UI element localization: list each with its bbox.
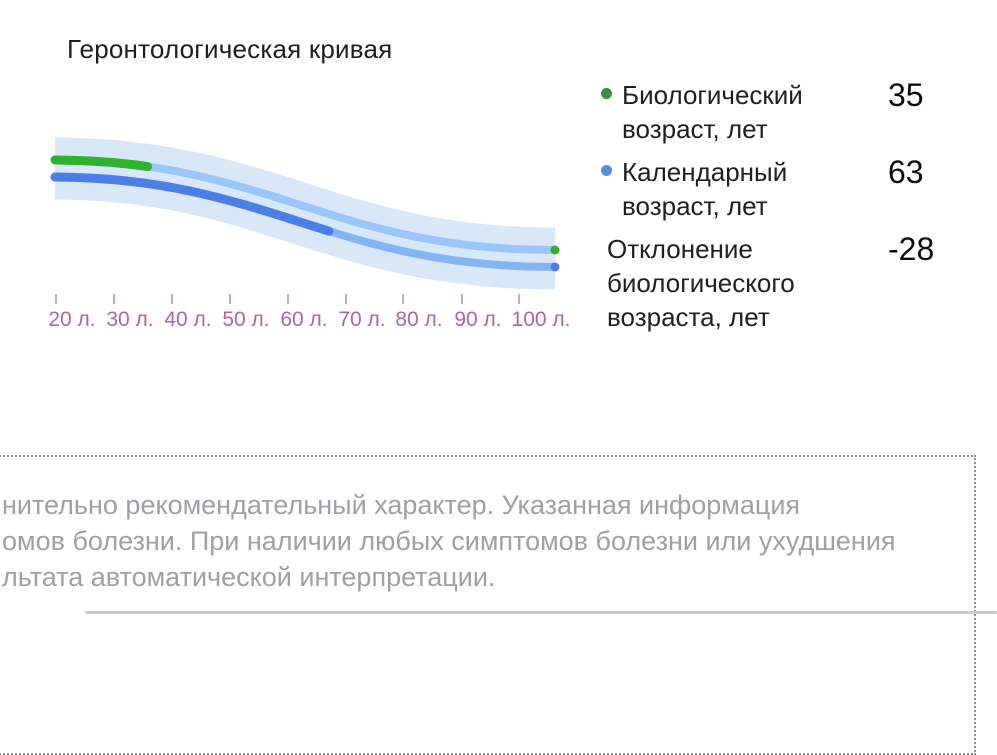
legend-row-calendar-age: Календарный возраст, лет 63 <box>598 155 950 223</box>
calendar-age-bullet-icon <box>601 165 612 176</box>
biological-age-bullet-icon <box>601 88 612 99</box>
axis-tick-label: 90 л. <box>454 308 501 331</box>
biological-age-label-line2: возраст, лет <box>622 114 768 144</box>
calendar-age-label-line2: возраст, лет <box>622 191 768 221</box>
disclaimer-line3: льтата автоматической интерпретации. <box>2 562 496 592</box>
axis-ticks <box>55 294 520 304</box>
axis-tick-label: 20 л. <box>48 308 95 331</box>
axis-tick-labels: 20 л. 30 л. 40 л. 50 л. 60 л. 70 л. 80 л… <box>48 308 570 331</box>
page-title: Геронтологическая кривая <box>67 34 393 64</box>
age-corridor-band <box>54 137 556 290</box>
disclaimer-line2: омов болезни. При наличии любых симптомо… <box>2 526 896 556</box>
axis-tick-label: 30 л. <box>106 308 153 331</box>
deviation-label: Отклонение биологического возраста, лет <box>598 232 888 334</box>
deviation-label-line2: биологического <box>607 268 795 298</box>
biological-age-label-line1: Биологический <box>622 80 803 110</box>
axis-tick-label: 100 л. <box>512 308 571 331</box>
calendar-age-label-line1: Календарный <box>622 157 788 187</box>
axis-tick-label: 50 л. <box>222 308 269 331</box>
biological-age-value: 35 <box>888 77 924 113</box>
legend: Биологический возраст, лет 35 Календарны… <box>598 78 950 343</box>
axis-tick-label: 70 л. <box>338 308 385 331</box>
biological-age-label: Биологический возраст, лет <box>622 78 888 146</box>
calendar-age-curve <box>50 172 560 272</box>
legend-row-biological-age: Биологический возраст, лет 35 <box>598 78 950 146</box>
axis-tick-label: 60 л. <box>280 308 327 331</box>
legend-row-deviation: Отклонение биологического возраста, лет … <box>598 232 950 334</box>
curve-svg: 20 л. 30 л. 40 л. 50 л. 60 л. 70 л. 80 л… <box>48 137 570 331</box>
axis-tick-label: 40 л. <box>164 308 211 331</box>
deviation-label-line3: возраста, лет <box>607 302 770 332</box>
calendar-age-value: 63 <box>888 154 924 190</box>
biological-age-curve <box>50 155 560 255</box>
gerontological-curve-chart: 20 л. 30 л. 40 л. 50 л. 60 л. 70 л. 80 л… <box>0 118 610 338</box>
axis-tick-label: 80 л. <box>395 308 442 331</box>
disclaimer-text: нительно рекомендательный характер. Указ… <box>2 487 992 595</box>
deviation-value: -28 <box>888 231 935 267</box>
disclaimer-line1: нительно рекомендательный характер. Указ… <box>2 490 801 520</box>
calendar-age-label: Календарный возраст, лет <box>622 155 888 223</box>
horizontal-scrollbar[interactable] <box>85 611 997 614</box>
deviation-label-line1: Отклонение <box>607 234 753 264</box>
